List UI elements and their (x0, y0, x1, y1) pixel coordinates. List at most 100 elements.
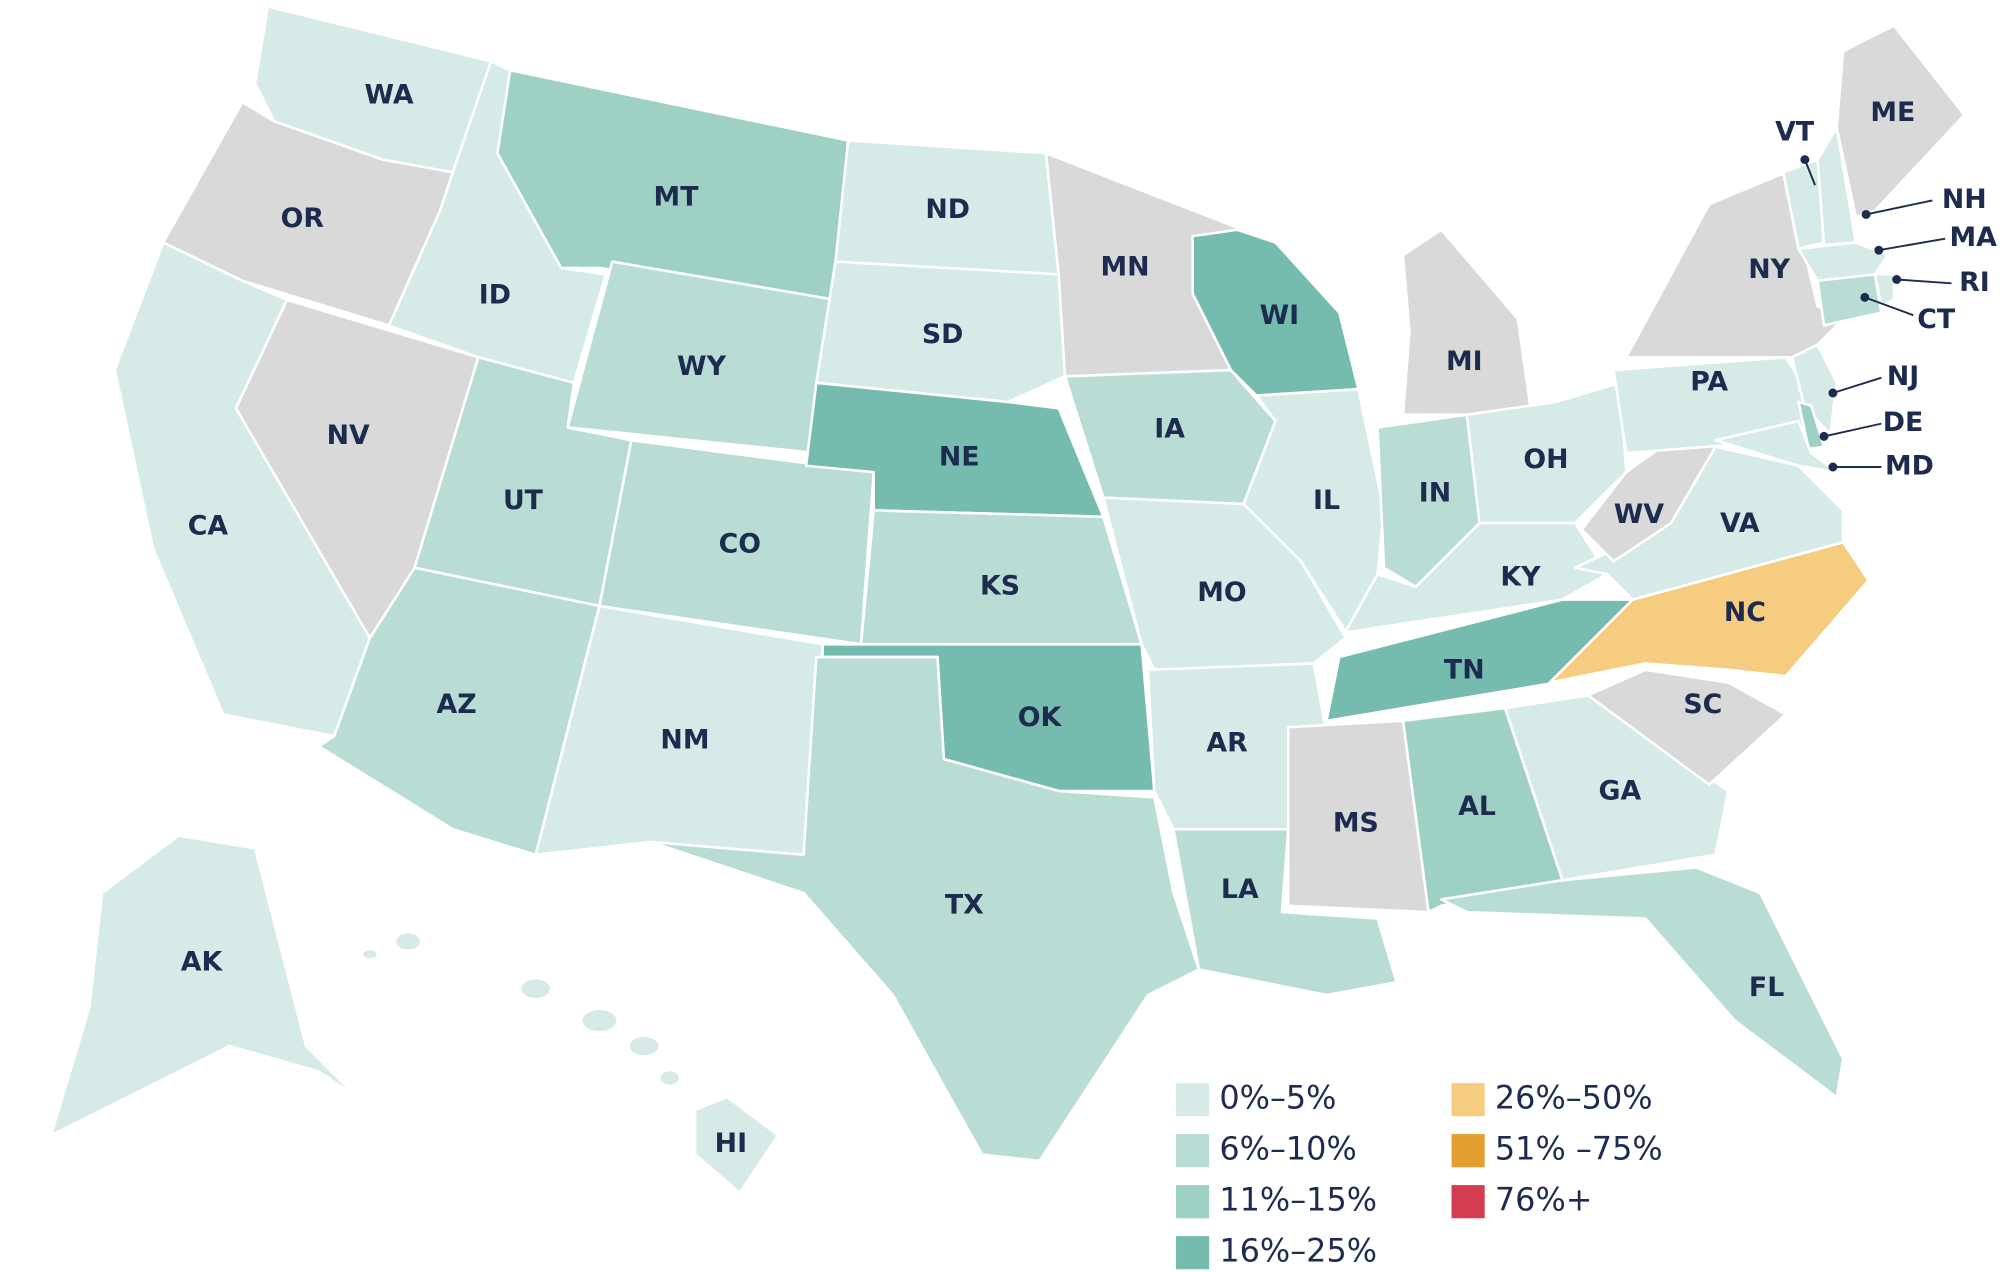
state (1797, 241, 1890, 283)
state (1440, 866, 1845, 1099)
state (815, 260, 1067, 404)
state-label: IN (1419, 477, 1451, 508)
state-label: OR (281, 203, 325, 234)
state-label: MA (1950, 222, 1998, 253)
leader-dot (1828, 388, 1838, 398)
legend-swatch (1176, 1083, 1210, 1117)
state-label: NH (1942, 184, 1987, 215)
state-label: WV (1614, 499, 1665, 530)
state-label: MD (1885, 450, 1934, 481)
state-label: FL (1749, 972, 1784, 1003)
states (49, 5, 1966, 1195)
state-label: NC (1724, 597, 1766, 628)
state-label: WA (365, 79, 414, 110)
state-label: ND (925, 194, 970, 225)
state (1873, 273, 1896, 308)
state-label: LA (1221, 874, 1259, 905)
state-label: PA (1690, 366, 1728, 397)
state-label: MO (1197, 577, 1246, 608)
state-label: SD (922, 319, 964, 350)
state (1503, 694, 1730, 882)
legend-label: 0%–5% (1219, 1079, 1336, 1117)
state-label: AK (181, 947, 224, 978)
state-label: NV (327, 420, 370, 451)
state (1714, 419, 1839, 474)
legend-swatch (1176, 1185, 1210, 1219)
legend-swatch (1451, 1185, 1485, 1219)
state (1816, 273, 1883, 327)
labels: WA OR CA NV ID MT WY UT AZ CO NM ND SD NE KS OK TX MN IA MO… (181, 79, 1997, 1158)
legend-label: 76%+ (1495, 1181, 1593, 1219)
legend-label: 16%–25% (1219, 1232, 1377, 1270)
leader-line (1803, 159, 1816, 186)
state-label: NJ (1887, 361, 1919, 392)
state-label: AZ (437, 689, 477, 720)
state (649, 655, 1201, 1163)
state (1797, 400, 1826, 451)
leader-line (1878, 237, 1946, 252)
state-label: OK (1018, 702, 1063, 733)
leader-line (1896, 278, 1952, 285)
state-label: UT (503, 485, 544, 516)
state-label: TX (945, 889, 984, 920)
state-label: GA (1599, 776, 1642, 807)
state-label: CA (188, 510, 229, 541)
state-label: MS (1333, 808, 1379, 839)
leader-dot (1874, 245, 1884, 255)
state-label: AR (1206, 727, 1248, 758)
state-label: KY (1500, 561, 1541, 592)
state-label: KS (980, 570, 1020, 601)
legend-swatch (1451, 1083, 1485, 1117)
leader-dot (1828, 462, 1838, 472)
legend-swatch (1176, 1236, 1210, 1270)
state-label: ID (479, 280, 511, 311)
state (1835, 24, 1966, 219)
legend-label: 11%–15% (1219, 1181, 1377, 1219)
leader-dot (1800, 155, 1810, 165)
hawaii-islets (361, 931, 681, 1087)
state-label: IL (1313, 485, 1340, 516)
leader-line (1832, 376, 1882, 394)
state (693, 1095, 780, 1195)
state-label: WI (1260, 300, 1299, 331)
state-label: RI (1959, 267, 1990, 298)
state-label: DE (1883, 407, 1924, 438)
state-label: CT (1917, 304, 1956, 335)
legend-swatch (1451, 1134, 1485, 1168)
leader-line (1823, 422, 1882, 438)
state-label: CO (719, 528, 761, 559)
leader-dot (1861, 209, 1871, 219)
state-label: VA (1720, 508, 1760, 539)
leader-dot (1860, 292, 1870, 302)
leader-dot (1892, 275, 1902, 284)
state (1401, 228, 1532, 416)
legend-label: 51% –75% (1495, 1130, 1663, 1168)
state-label: ME (1870, 97, 1915, 128)
state (1586, 668, 1787, 786)
state-label: VT (1775, 116, 1815, 147)
state-label: SC (1683, 689, 1722, 720)
legend: 0%–5% 6%–10% 11%–15% 16%–25% 26%–50% 51% –75%… (1176, 1079, 1663, 1270)
leader-dot (1819, 431, 1829, 441)
leader-line (1864, 296, 1914, 317)
state (49, 834, 359, 1137)
state (1790, 343, 1839, 436)
state-label: MT (654, 181, 700, 212)
state-label: TN (1444, 655, 1485, 686)
state-label: MI (1446, 346, 1483, 377)
legend-label: 6%–10% (1219, 1130, 1356, 1168)
state-label: WY (677, 351, 727, 382)
state-label: NE (939, 442, 980, 473)
state-label: IA (1154, 414, 1185, 445)
state-label: HI (715, 1128, 747, 1159)
legend-label: 26%–50% (1495, 1079, 1653, 1117)
state-label: NY (1748, 254, 1790, 285)
state-label: NM (660, 725, 709, 756)
leader-line (1865, 199, 1933, 216)
state-label: AL (1458, 791, 1496, 822)
legend-swatch (1176, 1134, 1210, 1168)
state-label: OH (1523, 444, 1568, 475)
state (1344, 521, 1609, 633)
state-label: MN (1100, 252, 1149, 283)
